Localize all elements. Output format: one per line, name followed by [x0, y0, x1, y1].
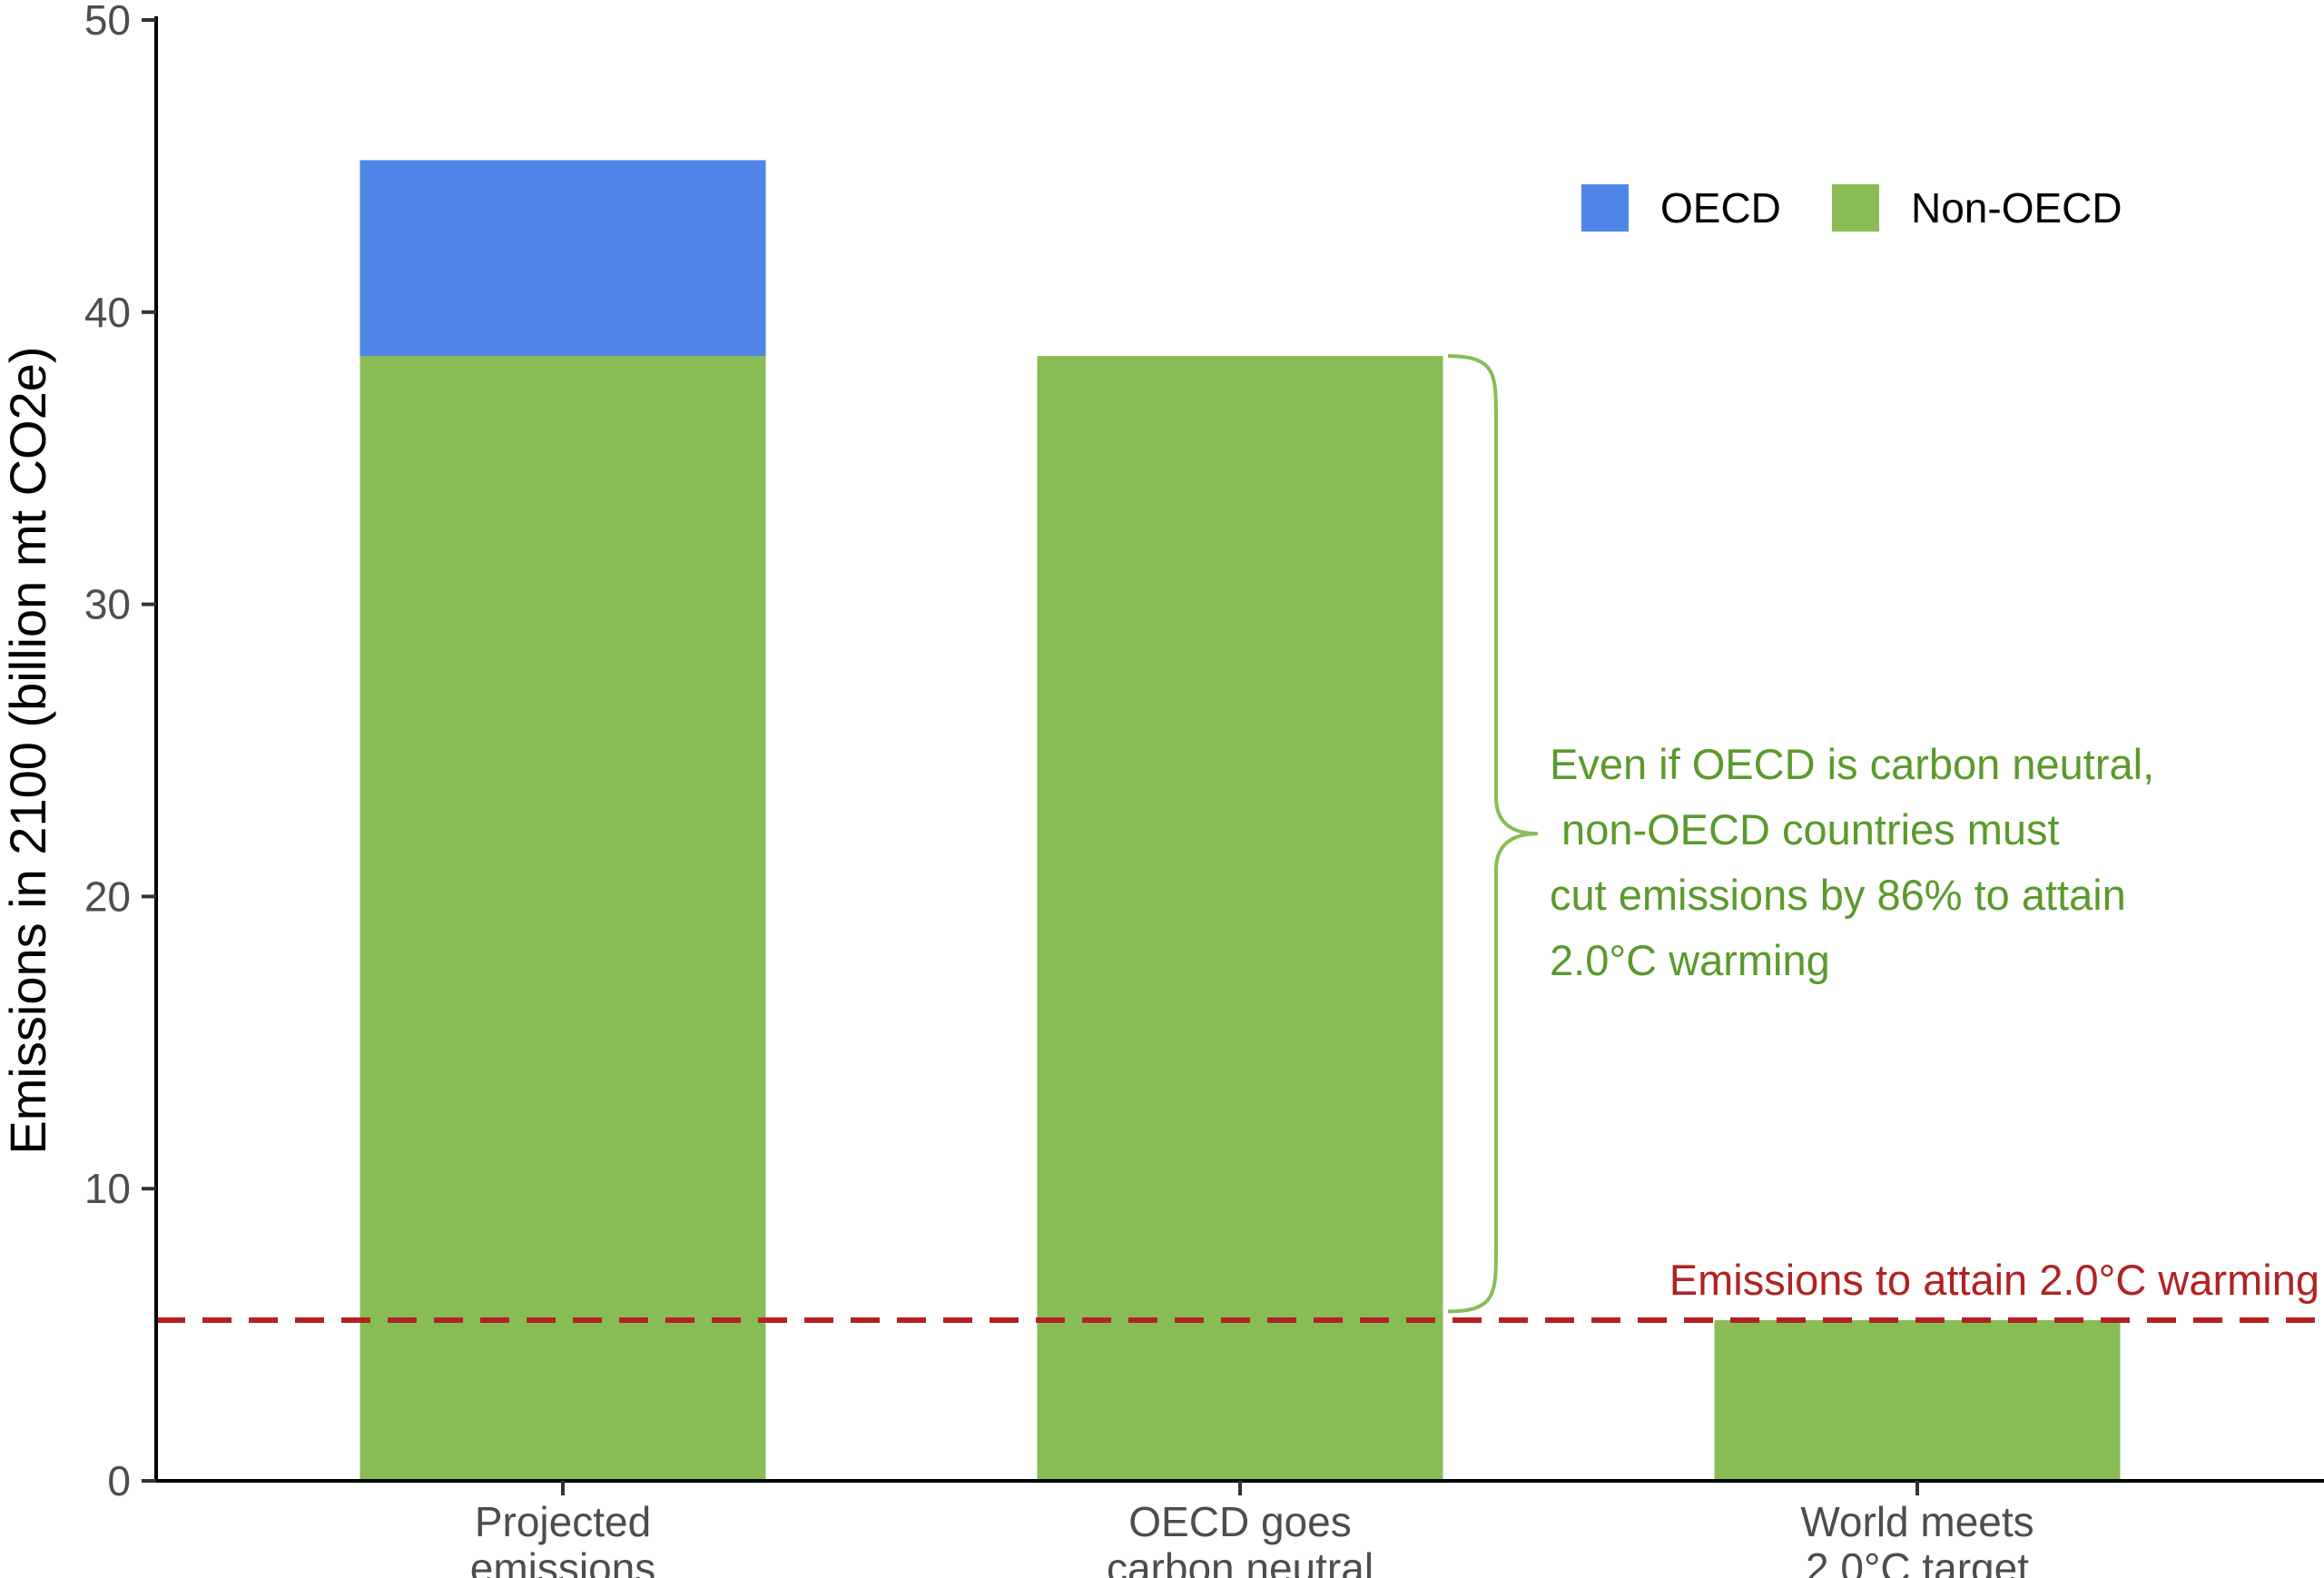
y-tick-label: 50	[84, 0, 131, 44]
legend: OECD Non-OECD	[1581, 184, 2122, 232]
x-tick-label: OECD goes	[1128, 1498, 1351, 1545]
y-tick-label: 20	[84, 873, 131, 920]
annotation-text-line: 2.0°C warming	[1550, 936, 1830, 984]
x-tick-label: carbon neutral	[1107, 1544, 1374, 1578]
bar-oecd-0	[359, 160, 766, 357]
bar-non-oecd-0	[359, 356, 766, 1481]
legend-label-non-oecd: Non-OECD	[1911, 184, 2122, 232]
annotation-text-line: Even if OECD is carbon neutral,	[1550, 740, 2154, 788]
annotation-brace	[1447, 354, 1539, 1314]
y-tick-label: 10	[84, 1165, 131, 1212]
bars-group	[359, 160, 2121, 1481]
reference-line-group: Emissions to attain 2.0°C warming	[156, 1256, 2324, 1324]
reference-line-label: Emissions to attain 2.0°C warming	[1669, 1256, 2319, 1304]
bar-non-oecd-1	[1037, 356, 1443, 1481]
x-tick-label: 2.0°C target	[1806, 1544, 2029, 1578]
bar-non-oecd-2	[1714, 1320, 2121, 1481]
y-tick-label: 0	[107, 1457, 131, 1504]
y-tick-label: 40	[84, 289, 131, 336]
x-tick-label: Projected	[475, 1498, 651, 1545]
x-tick-label: emissions	[470, 1544, 656, 1578]
annotation-text-line: non-OECD countries must	[1550, 805, 2060, 853]
legend-label-oecd: OECD	[1660, 184, 1781, 232]
annotation-text-line: cut emissions by 86% to attain	[1550, 871, 2126, 919]
annotation-group: Even if OECD is carbon neutral, non-OECD…	[1447, 354, 2154, 1314]
x-tick-label: World meets	[1800, 1498, 2034, 1545]
legend-key-non-oecd	[1832, 184, 1879, 232]
y-tick-label: 30	[84, 581, 131, 628]
y-axis-title: Emissions in 2100 (billion mt CO2e)	[0, 346, 56, 1154]
legend-key-oecd	[1581, 184, 1629, 232]
